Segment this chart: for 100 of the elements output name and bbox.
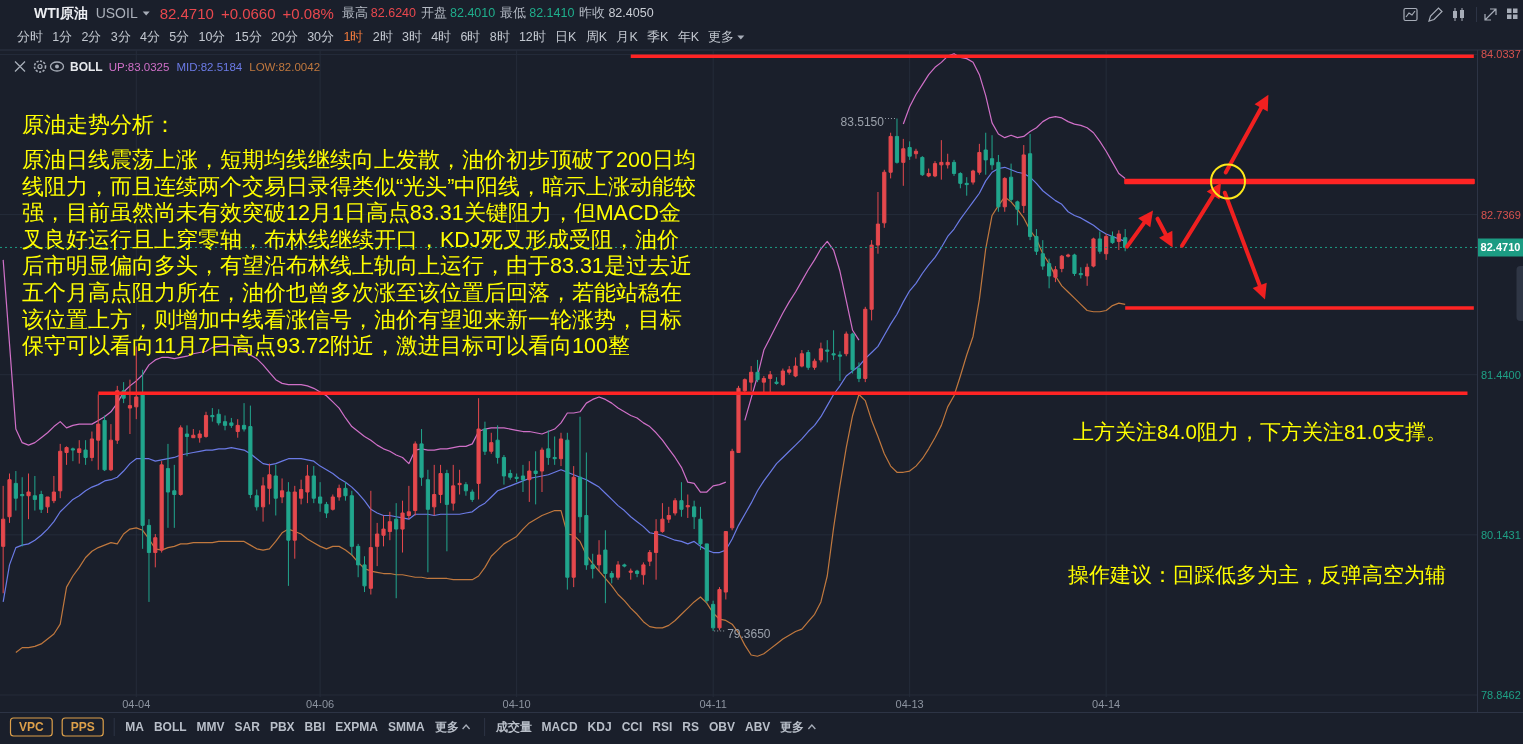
candlestick	[723, 531, 728, 600]
candlestick	[907, 140, 912, 161]
candlestick	[425, 469, 430, 573]
x-tick-label: 04-06	[306, 698, 335, 710]
annotation: 83.5150	[840, 114, 885, 129]
candlestick	[70, 447, 75, 462]
candlestick	[901, 138, 906, 187]
candlestick	[926, 168, 931, 178]
candlestick	[983, 132, 988, 176]
candlestick	[267, 463, 272, 505]
text: 82.4710 +0.0660 +0.08% 最高 82.6240 开盘 82.4010 最低 82.1410 昨收 82.4050	[159, 4, 654, 22]
candlestick	[622, 563, 627, 568]
candlestick	[793, 356, 798, 378]
candlestick	[951, 159, 957, 177]
x-tick-label: 04-04	[122, 698, 151, 710]
candlestick	[305, 464, 310, 504]
candlestick	[413, 440, 418, 516]
candlestick	[1, 485, 6, 594]
text: 分时 1分 2分 3分 4分 5分 10分 15分 20分 30分 1时 2时 3时 4时 6时 8时 12时 日K 周K 月K 季K 年K 更多	[17, 30, 735, 44]
candlestick	[343, 481, 348, 502]
y-tick-label: 84.0337	[1481, 48, 1521, 61]
candlestick	[894, 118, 900, 165]
candlestick	[280, 477, 285, 504]
candlestick	[692, 500, 697, 530]
candlestick	[451, 464, 456, 512]
candlestick	[615, 560, 621, 581]
candlestick	[146, 518, 152, 603]
candlestick	[64, 445, 69, 466]
candlestick	[558, 432, 564, 467]
candlestick	[58, 443, 63, 499]
candlestick	[127, 379, 133, 435]
candlestick	[501, 454, 507, 486]
candlestick	[387, 511, 392, 541]
text: LOW:82.0042	[249, 60, 321, 73]
candlestick	[115, 385, 120, 445]
candlestick	[774, 376, 779, 386]
candlestick	[432, 464, 437, 516]
candlestick	[438, 464, 443, 504]
candlestick	[184, 424, 190, 457]
candlestick	[1078, 266, 1083, 279]
x-tick-label: 04-13	[895, 698, 924, 710]
candlestick	[989, 134, 995, 171]
candlestick	[292, 485, 297, 560]
text: 成交量 MACD KDJ CCI RSI RS OBV ABV 更多	[495, 720, 805, 734]
candlestick	[254, 489, 259, 512]
candlestick	[140, 369, 145, 550]
candlestick	[457, 469, 462, 495]
candlestick	[647, 549, 652, 567]
candlestick	[780, 368, 785, 387]
y-tick-label: 81.4400	[1481, 368, 1521, 381]
candlestick	[349, 490, 354, 556]
candlestick	[641, 561, 646, 586]
candlestick	[977, 143, 982, 176]
y-tick-label: 80.1431	[1481, 528, 1521, 541]
candlestick	[229, 417, 234, 429]
candlestick	[20, 476, 25, 547]
candlestick	[970, 169, 976, 186]
candlestick	[463, 481, 469, 497]
text: VPC PPS MA BOLL MMV SAR PBX BBI EXPMA SMMA 更多	[19, 720, 459, 734]
candlestick	[1008, 163, 1014, 203]
chart-title: WTI原油	[34, 5, 88, 21]
candlestick	[362, 555, 367, 593]
y-tick-label: 78.8462	[1481, 689, 1521, 701]
candlestick	[1110, 231, 1115, 245]
candlestick	[77, 439, 82, 465]
candlestick	[1047, 258, 1052, 289]
candlestick	[318, 481, 323, 513]
candlestick	[565, 432, 570, 591]
candlestick	[799, 349, 804, 368]
candlestick	[89, 431, 94, 462]
candlestick	[812, 358, 817, 371]
candlestick	[679, 481, 684, 518]
candlestick	[730, 448, 735, 531]
candlestick	[51, 475, 56, 504]
candlestick	[222, 414, 228, 431]
candlestick	[286, 481, 291, 587]
candlestick	[660, 502, 665, 534]
candlestick	[96, 393, 101, 471]
candlestick	[1085, 263, 1090, 287]
candlestick	[444, 469, 449, 552]
candlestick	[571, 465, 576, 588]
candlestick	[1091, 237, 1096, 268]
candlestick	[717, 586, 722, 631]
candlestick	[685, 494, 690, 519]
candlestick	[520, 464, 526, 493]
candlestick	[1104, 233, 1109, 261]
candlestick	[83, 439, 88, 466]
candlestick	[539, 447, 545, 493]
candlestick	[260, 476, 266, 523]
text: MID:82.5184	[176, 60, 243, 73]
candlestick	[248, 405, 253, 499]
candlestick	[381, 514, 386, 547]
candlestick	[394, 502, 399, 599]
candlestick	[996, 154, 1001, 213]
candlestick	[26, 473, 31, 520]
candlestick	[482, 421, 488, 456]
candlestick	[787, 365, 792, 376]
chart-subtitle: USOIL	[95, 5, 138, 21]
candlestick	[400, 500, 405, 554]
x-tick-label: 04-14	[1092, 698, 1121, 710]
